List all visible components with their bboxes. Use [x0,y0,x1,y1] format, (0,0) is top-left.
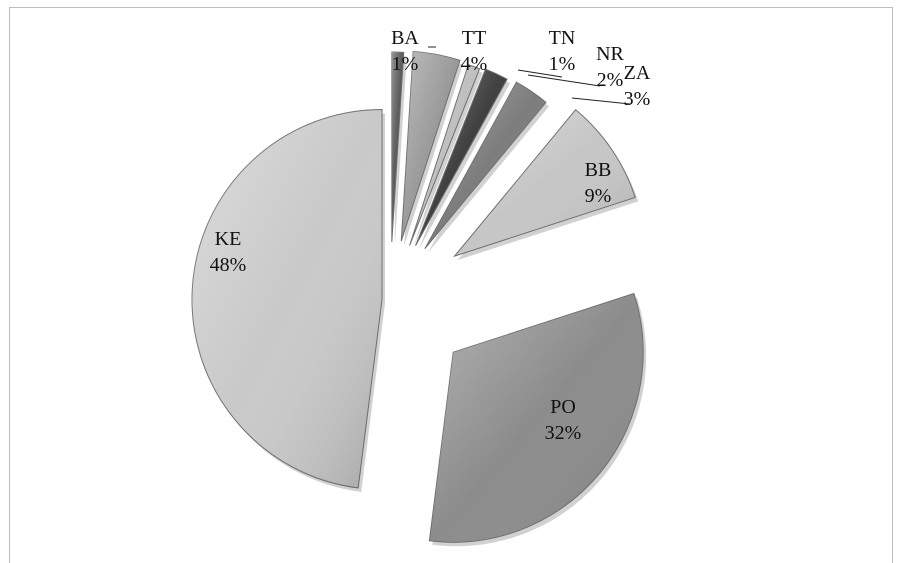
leader-line-tn [517,69,563,78]
slice-label-za: ZA [624,62,651,84]
leader-lines [428,46,631,105]
slice-pct-ke: 48% [210,254,247,276]
leader-line-nr [527,74,601,87]
slice-pct-nr: 2% [597,69,624,91]
slice-pct-tt: 4% [461,53,488,75]
slice-label-ba: BA [391,27,419,49]
leader-line-za [571,97,631,105]
slice-highlight-tt [401,51,460,242]
slice-label-po: PO [550,396,576,418]
slice-label-ke: KE [215,228,242,250]
slice-highlight-ba [391,52,404,243]
slice-label-tt: TT [462,27,486,49]
slice-highlight-bb [454,109,636,257]
slice-labels: BA 1% TT 4% TN 1% NR 2% ZA 3% BB 9% PO 32% KE 48% [210,27,651,444]
slice-pct-za: 3% [624,88,651,110]
slice-highlight-nr [415,69,508,246]
slice-pct-bb: 9% [585,185,612,207]
slice-shadow-tn [412,68,483,250]
slice-label-tn: TN [549,27,576,49]
slice-highlight-tn [409,64,480,246]
slice-label-nr: NR [596,43,624,65]
slice-highlight-za [424,82,546,249]
slice-shadow-nr [418,73,511,250]
slice-highlight-ke [192,109,383,488]
slice-pct-po: 32% [545,422,582,444]
pie-slices [191,50,647,547]
slice-pct-tn: 1% [549,53,576,75]
slice-highlight-po [429,293,644,543]
slice-pct-ba: 1% [392,53,419,75]
slice-label-bb: BB [585,159,612,181]
